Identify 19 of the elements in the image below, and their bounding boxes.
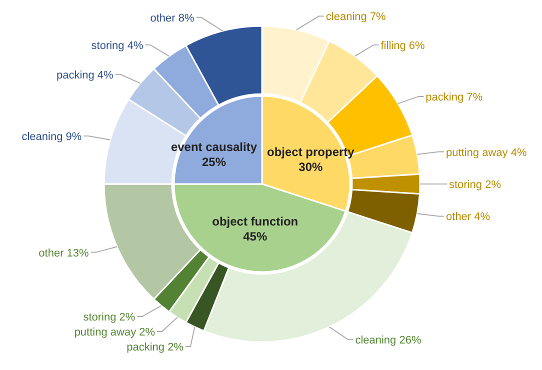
data-label: 30% [298,160,324,174]
slice-label: storing 4% [91,40,144,52]
data-label: 25% [202,154,226,169]
data-label: 45% [243,229,268,244]
slice-label: filling 6% [380,40,426,52]
slice-label: packing 2% [126,342,184,354]
slice-label: other 4% [446,211,490,224]
slice-label: storing 2% [83,312,136,324]
slice-label: storing 2% [449,179,502,191]
slice-label: cleaning 9% [22,131,82,144]
slice-label: packing 4% [56,69,114,82]
slice-label: other 13% [38,247,90,260]
slice-label: putting away 4% [446,146,527,159]
slice-label: packing 7% [426,91,483,104]
slice-label: other 8% [150,12,194,24]
slice-label: cleaning 7% [326,11,386,24]
slice-label: cleaning 26% [355,334,422,347]
slice-label: object function [212,214,298,228]
slice-label: putting away 2% [74,326,156,339]
